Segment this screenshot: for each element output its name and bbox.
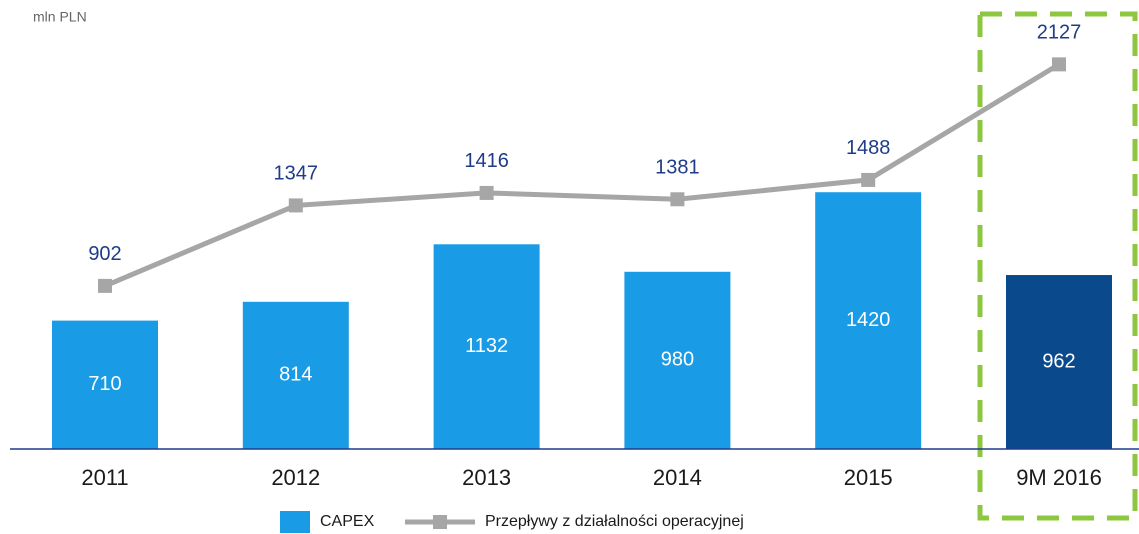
bar (52, 320, 158, 449)
line-marker (479, 185, 494, 200)
legend-swatch (280, 511, 310, 533)
line-marker (288, 198, 303, 213)
bar (433, 244, 540, 449)
bar (1006, 275, 1112, 449)
bar (242, 301, 349, 449)
legend-label: Przepływy z działalności operacyjnej (485, 513, 744, 530)
x-tick-label: 2014 (653, 465, 702, 490)
x-tick-label: 9M 2016 (1016, 465, 1102, 490)
line-marker (861, 172, 876, 187)
line-value-label: 902 (88, 243, 121, 265)
legend-label: CAPEX (320, 513, 375, 530)
x-tick-label: 2015 (844, 465, 893, 490)
x-tick-label: 2011 (81, 465, 128, 490)
line-value-label: 1416 (464, 150, 509, 172)
x-tick-label: 2012 (271, 465, 320, 490)
line-marker (1052, 57, 1066, 72)
bar (624, 271, 731, 449)
bar-value-label: 710 (88, 373, 121, 395)
x-tick-label: 2013 (462, 465, 511, 490)
line-value-label: 1381 (655, 157, 700, 179)
bar-value-label: 1420 (846, 309, 891, 331)
bar-value-label: 1132 (465, 335, 508, 357)
legend-marker (433, 515, 447, 529)
bar-value-label: 980 (661, 349, 694, 371)
bar-value-label: 962 (1042, 350, 1075, 372)
line-marker (98, 278, 112, 293)
line-marker (670, 192, 685, 207)
line-value-label: 1347 (274, 163, 319, 185)
bar-value-label: 814 (279, 364, 312, 386)
line-value-label: 1488 (846, 137, 891, 159)
bar (815, 192, 922, 449)
line-value-label: 2127 (1037, 22, 1082, 44)
unit-label: mln PLN (33, 9, 87, 25)
line (104, 62, 1061, 289)
highlight-box (977, 11, 1138, 521)
